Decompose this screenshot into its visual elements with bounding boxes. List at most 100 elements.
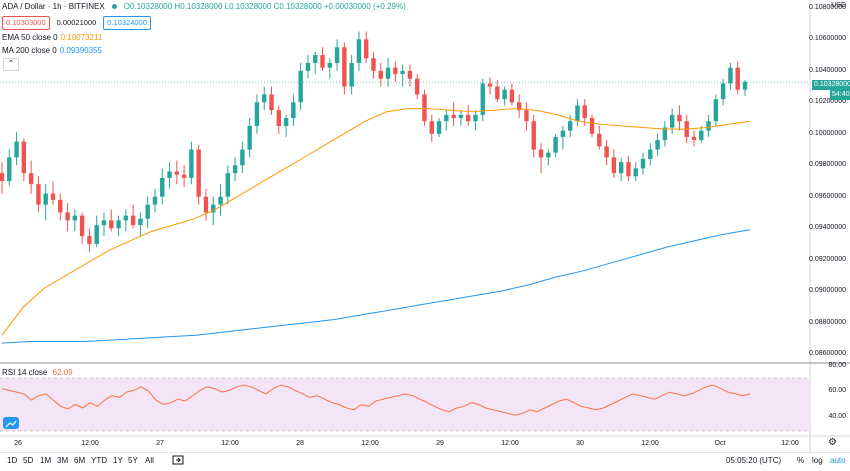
candle-body — [473, 114, 478, 122]
candle-body — [728, 67, 733, 84]
candle-body — [181, 174, 187, 178]
ma-legend[interactable]: MA 200 close 0 0.09390355 — [2, 46, 102, 55]
ma-value: 0.09390355 — [59, 46, 102, 55]
candle-body — [611, 157, 617, 174]
timeframe-button-1d[interactable]: 1D — [7, 456, 18, 465]
candle-body — [618, 162, 624, 174]
buy-price-button[interactable]: 0.10324000 — [103, 16, 151, 30]
price-tick-label: 0.10000000 — [809, 129, 846, 137]
candle-body — [356, 39, 362, 63]
candle-body — [495, 86, 500, 100]
compare-range-icon[interactable] — [172, 455, 184, 467]
time-tick-label: 26 — [14, 440, 22, 447]
symbol-legend[interactable]: ADA / Dollar · 1h · BITFINEX O0.10328000… — [2, 2, 406, 11]
candle-body — [706, 121, 711, 131]
time-tick-label: Oct — [714, 440, 726, 447]
candle-body — [58, 199, 63, 213]
bottom-toolbar — [0, 452, 850, 471]
symbol-title[interactable]: ADA / Dollar · 1h · BITFINEX — [2, 2, 105, 11]
price-tick-label: 0.08600000 — [809, 350, 846, 358]
gear-icon[interactable]: ⚙ — [828, 437, 837, 448]
rsi-label: RSI 14 close — [2, 368, 48, 377]
candle-body — [385, 67, 391, 79]
timeframe-button-ytd[interactable]: YTD — [91, 456, 107, 465]
currency-label: USD — [831, 2, 846, 9]
candle-body — [196, 149, 201, 197]
price-tick-label: 0.10400000 — [809, 66, 846, 74]
timeframe-button-6m[interactable]: 6M — [74, 456, 86, 465]
rsi-value: 62.09 — [52, 368, 73, 377]
candle-body — [735, 67, 740, 90]
candle-body — [28, 173, 34, 185]
candle-body — [240, 149, 245, 166]
live-status-icon — [111, 4, 117, 9]
candle-body — [276, 110, 282, 126]
candle-body — [720, 83, 726, 100]
time-tick-label: 27 — [156, 440, 164, 447]
candle-body — [699, 130, 704, 141]
spread-value: 0.00021000 — [56, 18, 97, 27]
candle-body — [458, 114, 464, 119]
candle-body — [225, 173, 231, 197]
time-tick-label: 12:00 — [781, 440, 799, 447]
candle-body — [14, 141, 19, 158]
candle-body — [320, 55, 325, 68]
candle-body — [567, 121, 573, 131]
candle-body — [436, 121, 442, 134]
price-tick-label: 0.10200000 — [809, 98, 846, 106]
time-tick-label: 12:00 — [501, 440, 519, 447]
ema-legend[interactable]: EMA 50 close 0 0.10073211 — [2, 33, 102, 42]
candle-body — [589, 118, 595, 134]
candle-body — [334, 47, 340, 63]
candle-body — [364, 39, 369, 59]
chevron-up-icon[interactable]: ⌃ — [3, 58, 19, 71]
rsi-legend[interactable]: RSI 14 close 62.09 — [2, 368, 73, 377]
tradingview-logo-icon[interactable] — [3, 417, 19, 429]
candle-body — [269, 94, 274, 111]
price-tick-label: 0.08800000 — [809, 318, 846, 326]
candle-body — [422, 94, 427, 122]
candle-body — [189, 149, 194, 178]
candle-body — [232, 165, 238, 174]
sell-price-button[interactable]: 0.10303000 — [2, 16, 50, 30]
candle-body — [36, 184, 41, 205]
price-tick-label: 0.09800000 — [809, 161, 846, 169]
timeframe-button-1m[interactable]: 1M — [40, 456, 52, 465]
candle-body — [626, 162, 631, 177]
candle-body — [516, 102, 522, 111]
candle-body — [400, 70, 405, 74]
current-price-tag: 0.10328000 — [812, 80, 850, 90]
timeframe-button-all[interactable]: All — [145, 456, 154, 465]
ema-50-line — [1, 108, 751, 336]
timeframe-button-5d[interactable]: 5D — [23, 456, 34, 465]
rsi-axis-40: 40.00 — [828, 413, 846, 420]
time-tick-label: 30 — [576, 440, 584, 447]
timeframe-button-5y[interactable]: 5Y — [128, 456, 138, 465]
candle-body — [305, 62, 311, 71]
timeframe-button-3m[interactable]: 3M — [57, 456, 69, 465]
timeframe-button-1y[interactable]: 1Y — [113, 456, 123, 465]
candle-body — [655, 140, 660, 150]
log-toggle[interactable]: log — [812, 456, 823, 465]
candle-body — [152, 196, 158, 205]
percent-toggle[interactable]: % — [797, 456, 805, 465]
candle-body — [531, 121, 536, 150]
auto-toggle[interactable]: auto — [830, 456, 846, 465]
clock[interactable]: 05:05:20 (UTC) — [726, 456, 782, 465]
price-tick-label: 0.09000000 — [809, 287, 846, 295]
time-tick-label: 29 — [436, 440, 444, 447]
bid-ask-row: 0.10303000 0.00021000 0.10324000 — [2, 16, 151, 30]
candle-body — [291, 102, 296, 119]
candle-body — [677, 114, 682, 122]
candle-body — [43, 193, 48, 205]
candle-body — [487, 83, 493, 87]
price-tick-label: 0.09400000 — [809, 224, 846, 232]
candle-body — [465, 114, 471, 122]
rsi-axis-60: 60.00 — [828, 387, 846, 394]
time-tick-label: 12:00 — [361, 440, 379, 447]
candle-body — [79, 215, 85, 237]
candle-body — [203, 196, 209, 213]
candle-body — [130, 215, 136, 226]
candle-body — [72, 215, 78, 221]
